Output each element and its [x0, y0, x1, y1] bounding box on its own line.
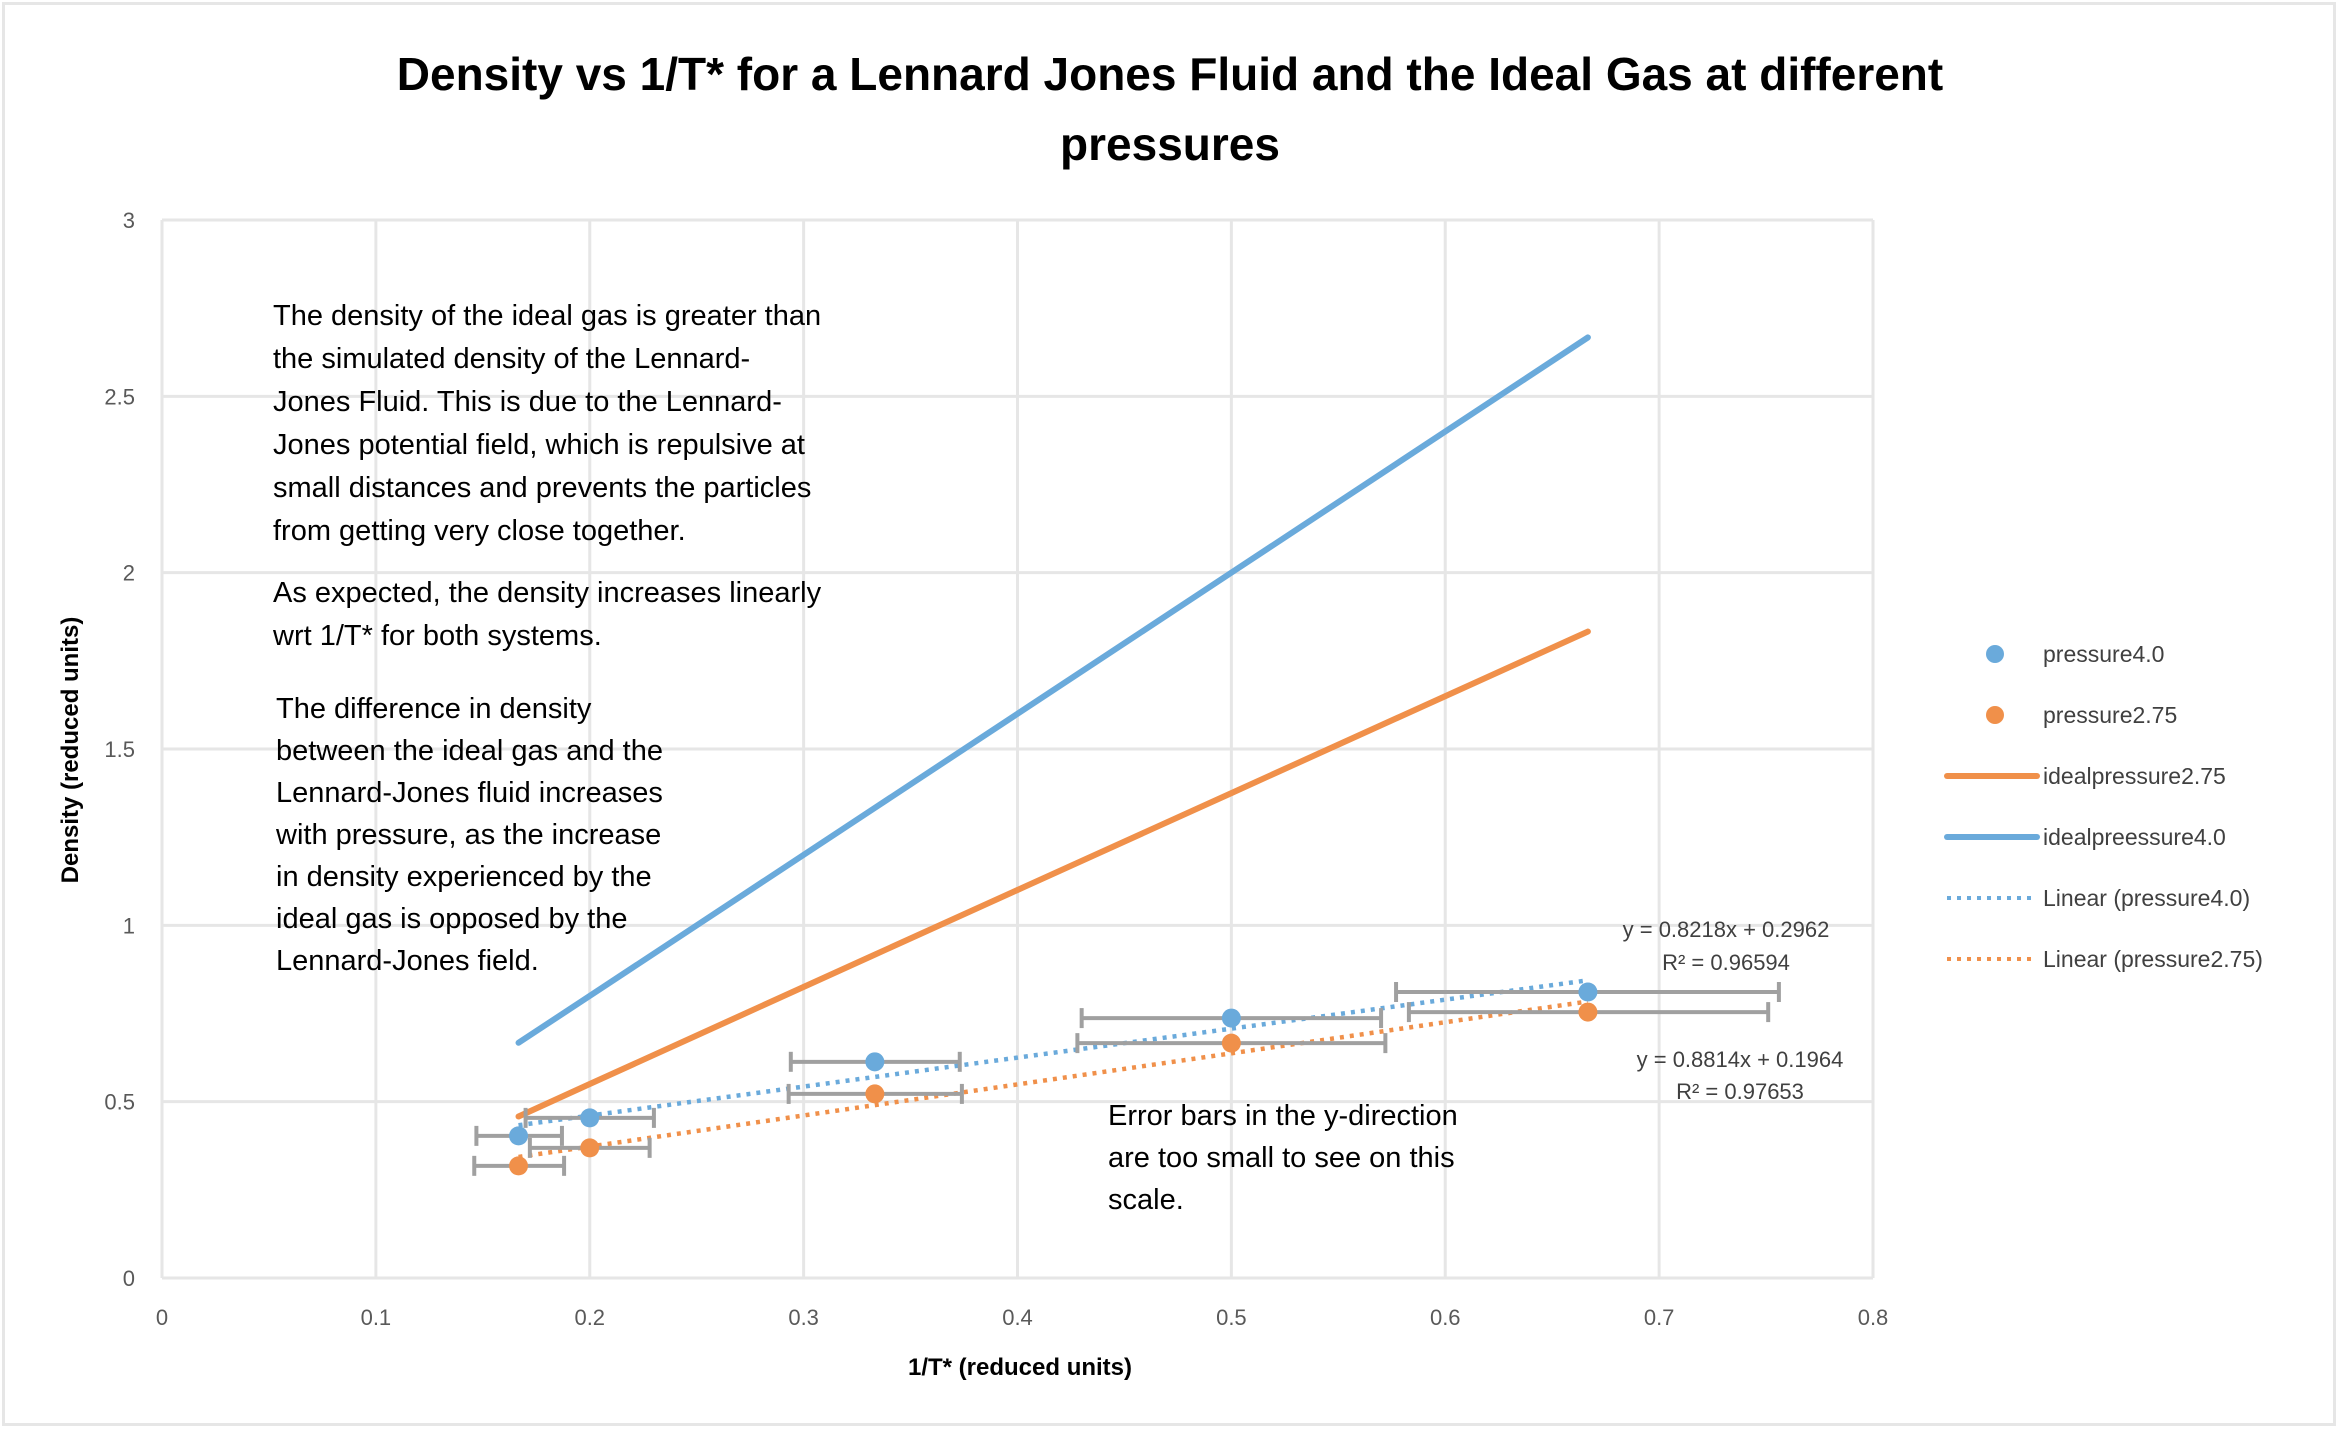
legend-item: Linear (pressure4.0) [1947, 885, 2250, 911]
x-tick-label: 0.4 [1002, 1305, 1033, 1330]
trendline-r-squared: R² = 0.97653 [1676, 1079, 1804, 1104]
y-tick-label: 1.5 [104, 737, 135, 762]
legend-label: idealpressure2.75 [2043, 763, 2226, 789]
trendline-equation: y = 0.8814x + 0.1964 [1637, 1047, 1844, 1072]
annotation-line: Lennard-Jones fluid increases [276, 777, 663, 809]
y-axis-ticks: 0 0.5 1 1.5 2 2.5 3 [104, 208, 135, 1291]
annotations: The density of the ideal gas is greater … [272, 300, 1458, 1216]
trendline-r-squared: R² = 0.96594 [1662, 950, 1790, 975]
data-point-pressure2.75 [1221, 1033, 1241, 1053]
annotation-line: The density of the ideal gas is greater … [273, 300, 821, 332]
x-axis-title: 1/T* (reduced units) [908, 1354, 1132, 1381]
legend-label: pressure2.75 [2043, 702, 2177, 728]
x-tick-label: 0.1 [361, 1305, 392, 1330]
legend-dot-marker [1986, 706, 2004, 724]
annotation-line: from getting very close together. [273, 515, 686, 547]
gridlines [160, 218, 1875, 1280]
difference-note: The difference in density between the ide… [275, 693, 663, 977]
data-point-pressure4.0 [580, 1108, 600, 1128]
data-point-pressure2.75 [580, 1138, 600, 1158]
x-tick-label: 0.3 [788, 1305, 819, 1330]
annotation-line: Lennard-Jones field. [276, 945, 539, 977]
legend-item: Linear (pressure2.75) [1947, 946, 2263, 972]
x-tick-label: 0.7 [1644, 1305, 1675, 1330]
legend-label: idealpreessure4.0 [2043, 824, 2226, 850]
annotation-line: the simulated density of the Lennard- [273, 343, 750, 375]
x-tick-label: 0.6 [1430, 1305, 1461, 1330]
annotation-line: As expected, the density increases linea… [273, 577, 822, 609]
annotation-line: ideal gas is opposed by the [276, 903, 627, 935]
y-tick-label: 0.5 [104, 1090, 135, 1115]
y-tick-label: 1 [123, 913, 135, 938]
x-tick-label: 0 [156, 1305, 168, 1330]
x-tick-label: 0.8 [1858, 1305, 1889, 1330]
ideal-line-idealpreessure4.0 [515, 334, 1591, 1046]
legend-label: Linear (pressure4.0) [2043, 885, 2250, 911]
annotation-line: are too small to see on this [1108, 1142, 1455, 1174]
legend: pressure4.0 pressure2.75 idealpressure2.75… [1944, 641, 2263, 972]
linear-note: As expected, the density increases linea… [272, 577, 822, 652]
legend-item: pressure4.0 [1986, 641, 2164, 667]
data-point-pressure2.75 [509, 1156, 529, 1176]
data-point-pressure4.0 [865, 1052, 885, 1072]
data-point-pressure4.0 [1578, 982, 1598, 1002]
data-point-pressure2.75 [1578, 1002, 1598, 1022]
y-tick-label: 0 [123, 1266, 135, 1291]
annotation-line: Error bars in the y-direction [1108, 1100, 1458, 1132]
data-point-pressure4.0 [509, 1126, 529, 1146]
y-tick-label: 2.5 [104, 384, 135, 409]
y-axis-title: Density (reduced units) [57, 617, 84, 884]
annotation-line: scale. [1108, 1184, 1184, 1216]
chart-title-line-2: pressures [1060, 118, 1280, 170]
plot-series [472, 334, 1781, 1176]
annotation-line: Jones Fluid. This is due to the Lennard- [273, 386, 782, 418]
legend-item: pressure2.75 [1986, 702, 2177, 728]
ideal-line-idealpressure2.75 [515, 628, 1591, 1120]
legend-item: idealpressure2.75 [1944, 763, 2226, 789]
data-point-pressure4.0 [1221, 1008, 1241, 1028]
chart-title: Density vs 1/T* for a Lennard Jones Flui… [397, 48, 1943, 170]
annotation-line: small distances and prevents the particl… [273, 472, 811, 504]
error-bar-note: Error bars in the y-direction are too sma… [1108, 1100, 1458, 1216]
annotation-line: wrt 1/T* for both systems. [272, 620, 602, 652]
legend-label: Linear (pressure2.75) [2043, 946, 2263, 972]
y-tick-label: 2 [123, 561, 135, 586]
annotation-line: The difference in density [276, 693, 592, 725]
ideal-vs-lj-note: The density of the ideal gas is greater … [273, 300, 821, 547]
annotation-line: Jones potential field, which is repulsiv… [273, 429, 805, 461]
chart-title-line-1: Density vs 1/T* for a Lennard Jones Flui… [397, 48, 1943, 100]
x-tick-label: 0.2 [574, 1305, 605, 1330]
x-tick-label: 0.5 [1216, 1305, 1247, 1330]
trendline-Linear (pressure2.75) [518, 999, 1589, 1160]
trendline-equations: y = 0.8218x + 0.2962 R² = 0.96594 y = 0.88… [1623, 917, 1844, 1104]
annotation-line: with pressure, as the increase [275, 819, 661, 851]
annotation-line: in density experienced by the [276, 861, 652, 893]
data-point-pressure2.75 [865, 1084, 885, 1104]
legend-dot-marker [1986, 645, 2004, 663]
annotation-line: between the ideal gas and the [276, 735, 663, 767]
x-axis-ticks: 0 0.1 0.2 0.3 0.4 0.5 0.6 0.7 0.8 [156, 1305, 1888, 1330]
legend-item: idealpreessure4.0 [1944, 824, 2226, 850]
trendline-equation: y = 0.8218x + 0.2962 [1623, 917, 1830, 942]
y-tick-label: 3 [123, 208, 135, 233]
legend-label: pressure4.0 [2043, 641, 2164, 667]
